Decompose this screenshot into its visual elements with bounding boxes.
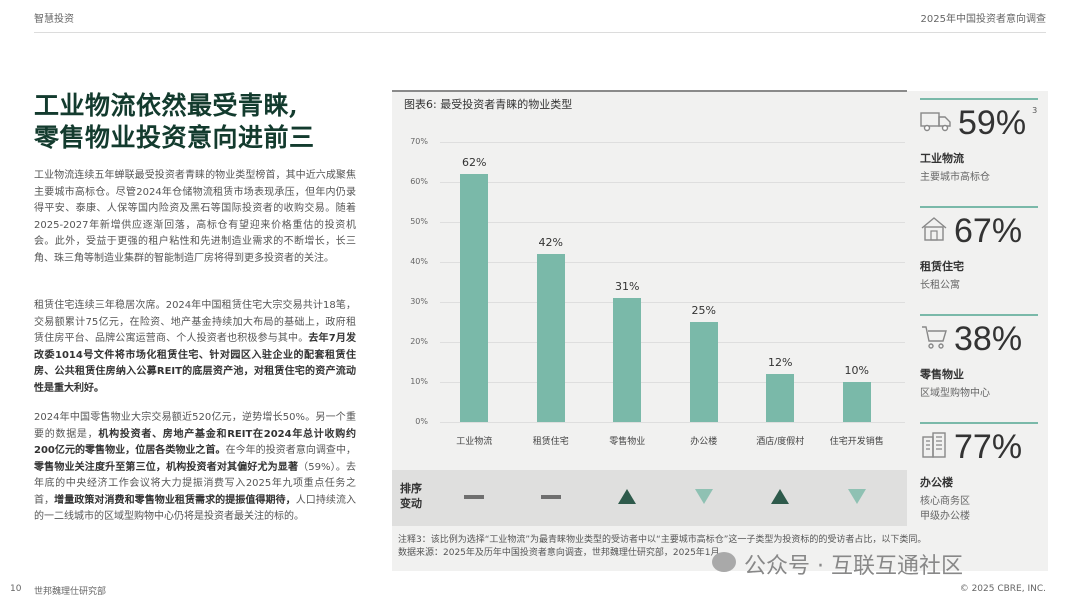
chart-title: 图表6: 最受投资者青睐的物业类型 — [404, 98, 573, 111]
stat-percentage: 38% — [954, 319, 1023, 358]
stat-percentage: 77% — [954, 427, 1023, 466]
footer-department: 世邦魏理仕研究部 — [34, 587, 107, 597]
paragraph-retail: 2024年中国零售物业大宗交易额近520亿元，逆势增长50%。另一个重要的数据是… — [34, 410, 356, 526]
y-tick-label: 30% — [410, 297, 428, 306]
x-tick-label: 办公楼 — [690, 437, 718, 447]
header-section-label: 智慧投资 — [34, 14, 74, 25]
page-title: 工业物流依然最受青睐, 零售物业投资意向进前三 — [34, 90, 354, 154]
paragraph-retail-text4: 人口持续流入的一二线城市的区域型购物中心仍将是投资者最关注的标的。 — [34, 494, 357, 523]
bar-value-label: 42% — [538, 236, 563, 249]
gridline — [440, 342, 905, 343]
stat-property-type: 租赁住宅 — [920, 260, 964, 273]
x-tick-label: 酒店/度假村 — [756, 437, 805, 447]
rank-up-icon — [618, 489, 637, 504]
bar — [613, 298, 642, 422]
stat-percentage: 59% — [958, 103, 1027, 142]
building-icon — [920, 431, 948, 463]
gridline — [440, 422, 905, 423]
stat-percentage: 67% — [954, 211, 1023, 250]
rank-down-icon — [694, 489, 713, 504]
bar — [689, 322, 718, 422]
stat-divider — [920, 206, 1038, 208]
y-tick-label: 0% — [415, 417, 428, 426]
y-tick-label: 60% — [410, 177, 428, 186]
rank-flat-icon — [464, 495, 485, 499]
stat-subtype: 长租公寓 — [920, 280, 960, 291]
paragraph-retail-text1: 2024年中国零售物业大宗交易额近520亿元，逆势增长50%。另一个重要的数据是… — [34, 412, 356, 440]
paragraph-retail-bold3: 增量政策对消费和零售物业租赁需求的提振值得期待， — [54, 494, 296, 506]
stat-divider — [920, 422, 1038, 424]
x-tick-label: 工业物流 — [456, 437, 493, 447]
rank-up-icon — [771, 489, 790, 504]
y-tick-label: 10% — [410, 377, 428, 386]
x-tick-label: 住宅开发销售 — [829, 437, 884, 447]
stat-card: 59% 3 工业物流主要城市高标仓 — [920, 100, 1038, 185]
paragraph-rental-housing: 租赁住宅连续三年稳居次席。2024年中国租赁住宅大宗交易共计18笔，交易额累计7… — [34, 298, 356, 397]
stat-card: 67% 租赁住宅长租公寓 — [920, 208, 1038, 293]
rank-down-icon — [847, 489, 866, 504]
stat-subtype-2: 甲级办公楼 — [920, 511, 970, 522]
chart-note: 注释3：该比例为选择“工业物流”为最青睐物业类型的受访者中以“主要城市高标仓”这… — [398, 535, 927, 545]
gridline — [440, 262, 905, 263]
x-tick-label: 零售物业 — [609, 437, 646, 447]
bar — [766, 374, 795, 422]
y-tick-label: 20% — [410, 337, 428, 346]
page-title-line2: 零售物业投资意向进前三 — [34, 123, 315, 152]
bar-value-label: 12% — [768, 356, 793, 369]
stat-divider — [920, 98, 1038, 100]
bar-value-label: 62% — [462, 156, 487, 169]
gridline — [440, 222, 905, 223]
y-tick-label: 50% — [410, 217, 428, 226]
stat-subtype: 区域型购物中心 — [920, 388, 990, 399]
page-title-line1: 工业物流依然最受青睐, — [34, 91, 299, 120]
stat-subtype: 核心商务区 — [920, 496, 970, 507]
rank-change-label: 排序 变动 — [400, 481, 434, 511]
rank-flat-icon — [540, 495, 561, 499]
stat-card: 38% 零售物业区域型购物中心 — [920, 316, 1038, 401]
wechat-icon — [712, 552, 736, 572]
stat-footnote-marker: 3 — [1032, 106, 1038, 115]
bar — [842, 382, 871, 422]
y-tick-label: 40% — [410, 257, 428, 266]
truck-icon — [920, 110, 952, 136]
stat-property-type: 零售物业 — [920, 368, 964, 381]
rank-label-line1: 排序 — [400, 482, 422, 495]
stat-card: 77% 办公楼核心商务区甲级办公楼 — [920, 424, 1038, 524]
paragraph-retail-text3: （59%）。去年底的中央经济工作会议将大力提振消费写入2025年九项重点任务之首… — [34, 461, 357, 506]
house-icon — [920, 216, 948, 246]
cart-icon — [920, 324, 948, 354]
paragraph-retail-bold2: 零售物业关注度升至第三位，机构投资者对其偏好尤为显著 — [34, 461, 299, 473]
gridline — [440, 142, 905, 143]
gridline — [440, 382, 905, 383]
x-tick-label: 租赁住宅 — [532, 437, 569, 447]
paragraph-rental-bold: 去年7月发改委1014号文件将市场化租赁住宅、针对园区入驻企业的配套租赁住房、公… — [34, 333, 356, 394]
header-divider — [34, 32, 1046, 33]
page-number: 10 — [10, 584, 22, 594]
paragraph-rental-text: 租赁住宅连续三年稳居次席。2024年中国租赁住宅大宗交易共计18笔，交易额累计7… — [34, 300, 356, 344]
gridline — [440, 302, 905, 303]
bar — [536, 254, 565, 422]
bar-value-label: 10% — [844, 364, 869, 377]
stat-property-type: 办公楼 — [920, 476, 953, 489]
stat-property-type: 工业物流 — [920, 152, 964, 165]
paragraph-retail-bold1: 机构投资者、房地产基金和REIT在2024年总计收购约200亿元的零售物业，位居… — [34, 428, 356, 457]
watermark-text: 公众号 · 互联互通社区 — [744, 554, 963, 579]
header-report-title: 2025年中国投资者意向调查 — [920, 14, 1046, 25]
stat-subtype: 主要城市高标仓 — [920, 172, 990, 183]
paragraph-retail-text2: 在今年的投资者意向调查中， — [225, 445, 357, 456]
y-tick-label: 70% — [410, 137, 428, 146]
rank-label-line2: 变动 — [400, 497, 422, 510]
bar-value-label: 31% — [615, 280, 640, 293]
chart-source: 数据来源：2025年及历年中国投资者意向调查，世邦魏理仕研究部，2025年1月 — [398, 548, 720, 558]
paragraph-industrial: 工业物流连续五年蝉联最受投资者青睐的物业类型榜首，其中近六成聚焦主要城市高标仓。… — [34, 170, 356, 264]
footer-copyright: © 2025 CBRE, INC. — [959, 584, 1046, 594]
gridline — [440, 182, 905, 183]
stat-divider — [920, 314, 1038, 316]
bar-value-label: 25% — [691, 304, 716, 317]
chart-top-rule — [392, 90, 907, 92]
bar — [460, 174, 489, 422]
